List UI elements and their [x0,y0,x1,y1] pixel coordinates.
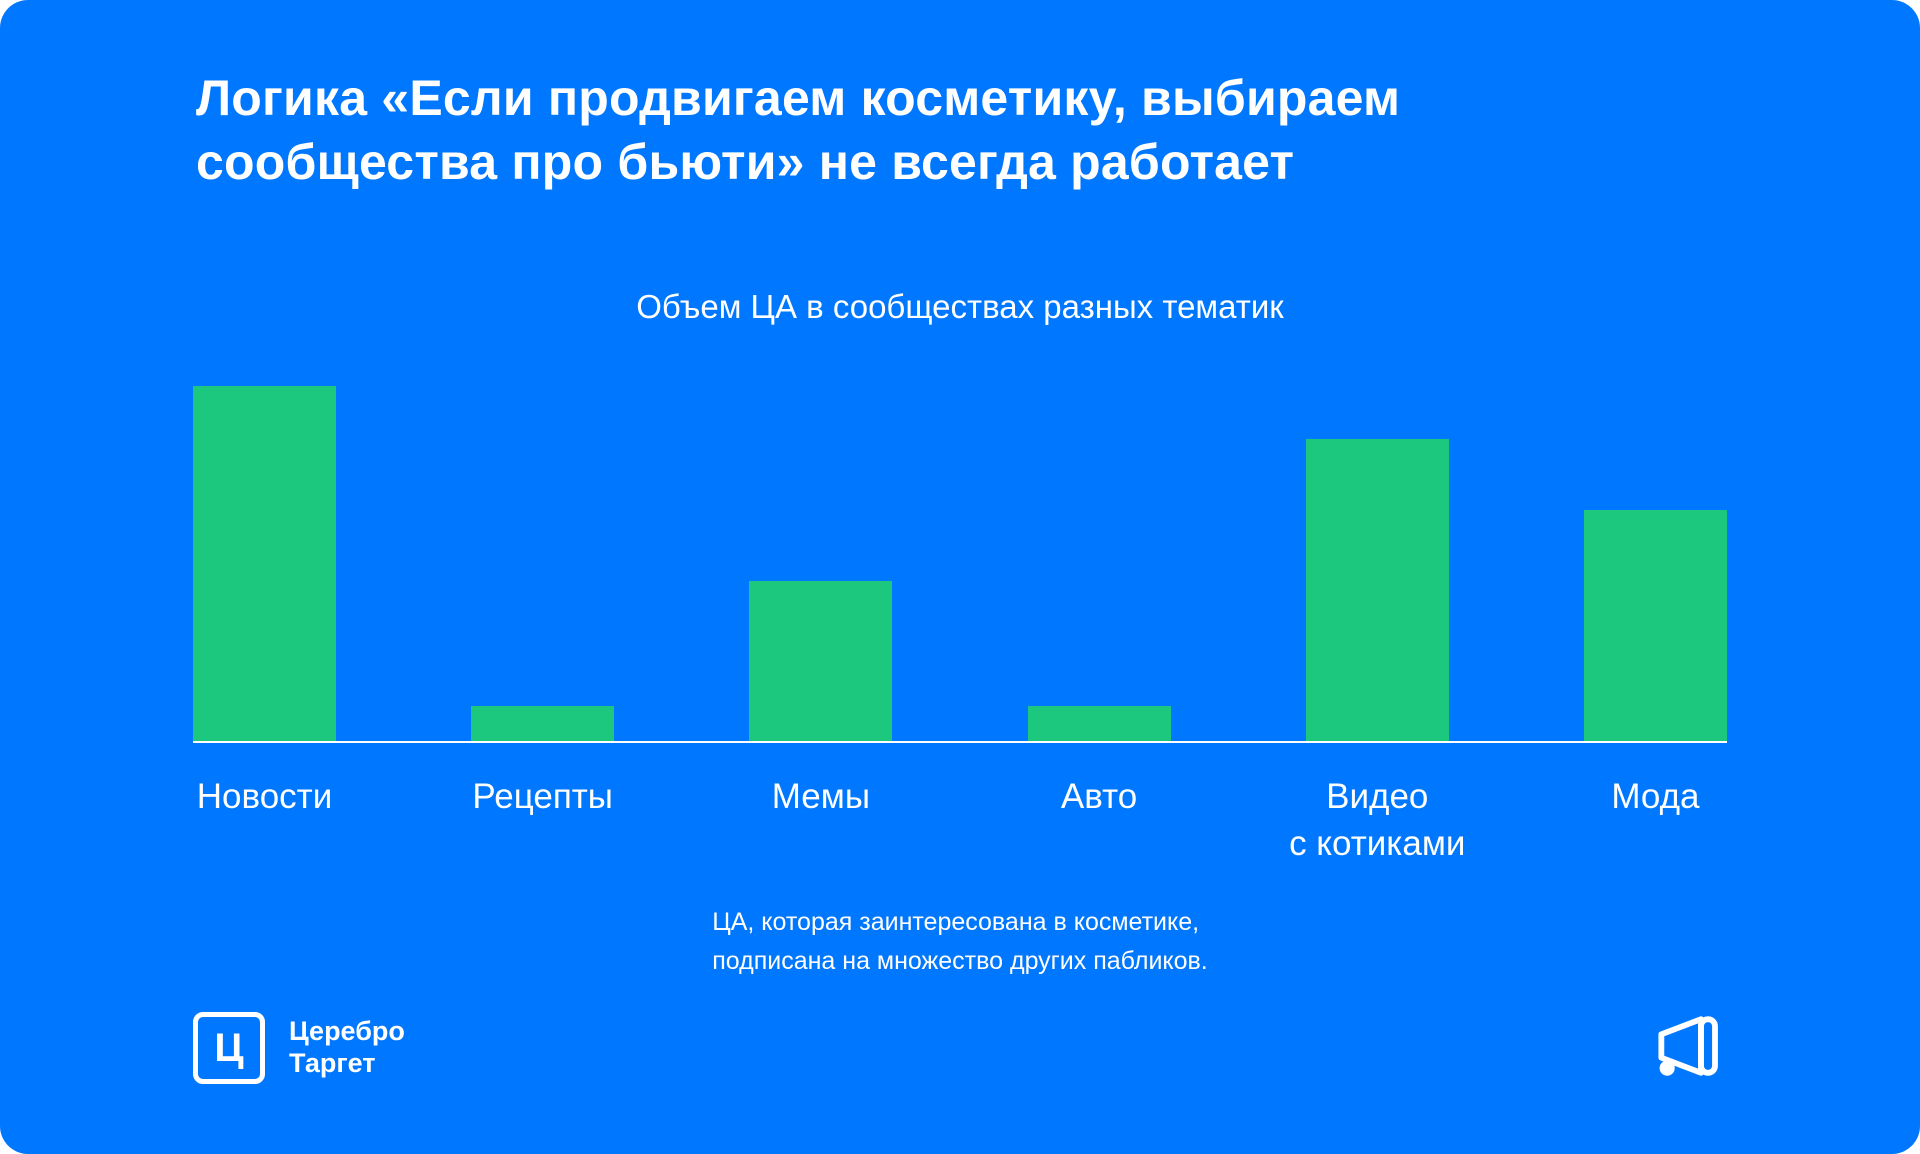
megaphone-icon [1645,1008,1729,1084]
chart-bar [193,386,336,741]
chart-bars [193,386,1727,743]
chart-bar [471,705,615,741]
chart-labels: Новости Рецепты Мемы Авто Видео с котиками Мод… [193,773,1727,868]
chart-category-label: Рецепты [472,777,613,816]
chart-category-label: Мода [1611,777,1700,816]
bar-chart: Новости Рецепты Мемы Авто Видео с котиками Мод… [193,386,1727,868]
brand-name: Церебро Таргет [289,1016,405,1078]
chart-caption: ЦА, которая заинтересована в косметике, … [712,908,1208,975]
chart-category-label: Мемы [771,777,870,816]
brand-logo: Ц Церебро Таргет [193,1012,405,1084]
chart-bar [1305,439,1449,741]
chart-category-label: Новости [196,777,333,816]
page-title: Логика «Если продвигаем косметику, выбир… [196,70,1401,190]
chart-category-label: Авто [1060,777,1138,816]
chart-category-label: Видео с котиками [1289,777,1466,864]
chart-bar [749,581,893,741]
chart-title: Объем ЦА в сообществах разных тематик [636,288,1284,325]
logo-letter: Ц [214,1025,244,1070]
chart-bar [1027,705,1171,741]
cerebro-target-logo: Ц [193,1012,265,1084]
chart-bar [1583,510,1727,741]
